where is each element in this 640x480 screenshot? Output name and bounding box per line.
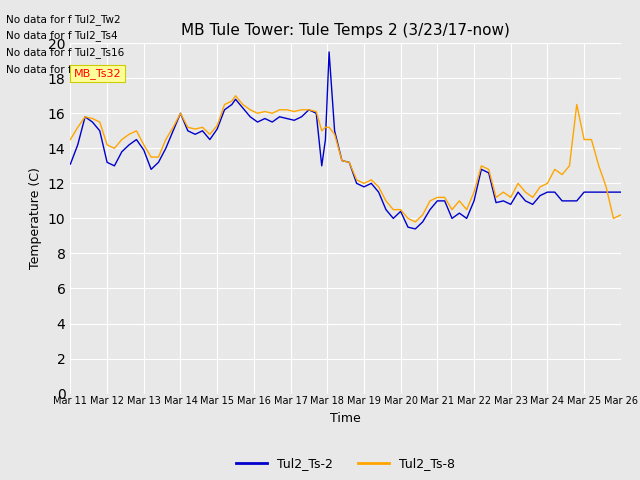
Tul2_Ts-8: [103, 142, 111, 148]
Tul2_Ts-2: [305, 107, 313, 113]
Line: Tul2_Ts-2: Tul2_Ts-2: [70, 52, 621, 229]
Legend: Tul2_Ts-2, Tul2_Ts-8: Tul2_Ts-2, Tul2_Ts-8: [231, 452, 460, 475]
Tul2_Ts-8: [617, 212, 625, 218]
Title: MB Tule Tower: Tule Temps 2 (3/23/17-now): MB Tule Tower: Tule Temps 2 (3/23/17-now…: [181, 23, 510, 38]
Tul2_Ts-8: [67, 137, 74, 143]
Tul2_Ts-8: [412, 219, 419, 225]
Tul2_Ts-8: [253, 110, 261, 116]
Text: No data for f Tul2_Ts32: No data for f Tul2_Ts32: [6, 64, 125, 75]
Tul2_Ts-2: [67, 161, 74, 167]
Line: Tul2_Ts-8: Tul2_Ts-8: [70, 96, 621, 222]
Text: MB_Ts32: MB_Ts32: [74, 68, 121, 79]
Tul2_Ts-2: [412, 226, 419, 232]
Tul2_Ts-2: [617, 189, 625, 195]
Y-axis label: Temperature (C): Temperature (C): [29, 168, 42, 269]
Tul2_Ts-8: [470, 189, 478, 195]
Tul2_Ts-8: [346, 159, 353, 165]
Tul2_Ts-2: [470, 198, 478, 204]
Tul2_Ts-2: [325, 49, 333, 55]
Tul2_Ts-8: [232, 93, 239, 99]
Tul2_Ts-8: [162, 137, 170, 143]
X-axis label: Time: Time: [330, 412, 361, 425]
Tul2_Ts-2: [246, 114, 254, 120]
Tul2_Ts-2: [103, 159, 111, 165]
Text: No data for f Tul2_Tw2: No data for f Tul2_Tw2: [6, 13, 121, 24]
Tul2_Ts-2: [346, 159, 353, 165]
Tul2_Ts-8: [312, 108, 320, 114]
Text: No data for f Tul2_Ts16: No data for f Tul2_Ts16: [6, 47, 125, 58]
Text: No data for f Tul2_Ts4: No data for f Tul2_Ts4: [6, 30, 118, 41]
Tul2_Ts-2: [162, 145, 170, 151]
